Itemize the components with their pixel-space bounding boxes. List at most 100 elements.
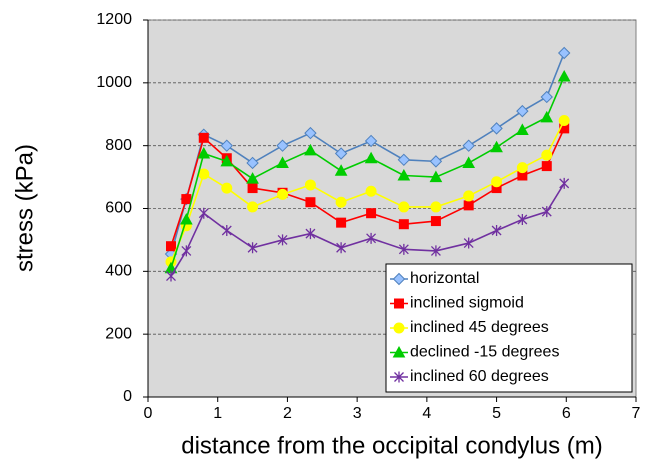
x-tick-label: 3	[353, 405, 362, 422]
marker	[246, 172, 259, 184]
marker	[463, 200, 474, 211]
marker	[220, 139, 233, 152]
marker	[277, 188, 289, 200]
marker	[397, 168, 411, 181]
legend-label: declined -15 degrees	[410, 344, 559, 361]
x-tick-label: 6	[562, 405, 571, 422]
marker	[198, 207, 209, 219]
y-tick-label: 0	[123, 388, 132, 405]
legend-marker	[394, 371, 404, 383]
marker	[304, 143, 317, 156]
marker	[221, 182, 233, 194]
legend-marker	[393, 322, 405, 334]
marker	[516, 104, 529, 118]
legend-label: inclined sigmoid	[410, 295, 524, 312]
marker	[463, 190, 475, 202]
x-axis-title: distance from the occipital condylus (m)	[181, 432, 603, 459]
marker	[181, 245, 192, 257]
marker	[430, 216, 441, 227]
series-line	[170, 128, 565, 247]
marker	[198, 168, 210, 180]
marker	[462, 156, 476, 168]
y-tick-label: 1000	[96, 74, 132, 91]
marker	[221, 224, 232, 236]
marker	[490, 122, 503, 135]
marker	[305, 228, 316, 240]
legend-label: inclined 60 degrees	[410, 368, 549, 385]
y-tick-label: 600	[105, 200, 132, 217]
marker	[247, 183, 258, 194]
marker	[220, 154, 234, 167]
marker	[197, 146, 211, 159]
legend-label: horizontal	[410, 270, 479, 287]
marker	[430, 245, 441, 257]
marker	[334, 147, 348, 160]
marker	[541, 206, 552, 218]
marker	[516, 162, 528, 174]
x-tick-label: 5	[492, 405, 501, 422]
marker	[397, 153, 411, 167]
series-line	[170, 52, 565, 255]
marker	[366, 232, 377, 244]
marker	[398, 243, 409, 255]
marker	[336, 242, 347, 254]
x-tick-label: 4	[422, 405, 431, 422]
marker	[246, 156, 259, 170]
marker	[516, 123, 529, 135]
legend-marker	[394, 298, 404, 309]
y-axis-title: stress (kPa)	[11, 144, 38, 272]
y-tick-label: 400	[105, 263, 132, 280]
marker	[247, 242, 258, 254]
marker	[559, 177, 570, 189]
series-line	[170, 120, 565, 263]
marker	[558, 115, 570, 127]
marker	[364, 134, 378, 148]
marker	[557, 46, 571, 60]
marker	[364, 151, 378, 164]
marker	[276, 156, 289, 168]
marker	[334, 164, 348, 176]
series-line	[170, 182, 565, 277]
marker	[462, 139, 475, 152]
marker	[277, 234, 288, 246]
legend-marker	[392, 272, 406, 286]
x-tick-label: 2	[283, 405, 292, 422]
marker	[181, 194, 192, 205]
marker	[398, 201, 410, 213]
marker	[490, 140, 503, 153]
marker	[336, 217, 347, 228]
marker	[541, 161, 552, 172]
marker	[304, 126, 317, 140]
marker	[398, 219, 409, 230]
marker	[166, 241, 177, 252]
marker	[541, 149, 553, 161]
legend-label: inclined 45 degrees	[410, 319, 549, 336]
marker	[491, 176, 503, 188]
marker	[365, 185, 377, 197]
marker	[366, 208, 377, 219]
marker	[463, 237, 474, 249]
marker	[198, 132, 209, 143]
marker	[557, 70, 571, 82]
series-line	[170, 76, 565, 269]
marker	[430, 201, 442, 213]
y-tick-label: 200	[105, 325, 132, 342]
marker	[179, 212, 193, 225]
x-tick-label: 7	[632, 405, 641, 422]
marker	[276, 139, 289, 152]
legend-marker	[392, 345, 406, 358]
x-tick-label: 1	[213, 405, 222, 422]
marker	[166, 270, 176, 282]
marker	[335, 196, 347, 208]
marker	[540, 110, 554, 123]
marker	[540, 90, 553, 104]
legend	[385, 263, 633, 393]
marker	[429, 155, 443, 168]
y-tick-label: 1200	[96, 11, 132, 28]
marker	[517, 213, 528, 225]
marker	[491, 224, 502, 236]
marker	[304, 179, 316, 191]
marker	[305, 197, 316, 208]
x-tick-label: 0	[144, 405, 153, 422]
